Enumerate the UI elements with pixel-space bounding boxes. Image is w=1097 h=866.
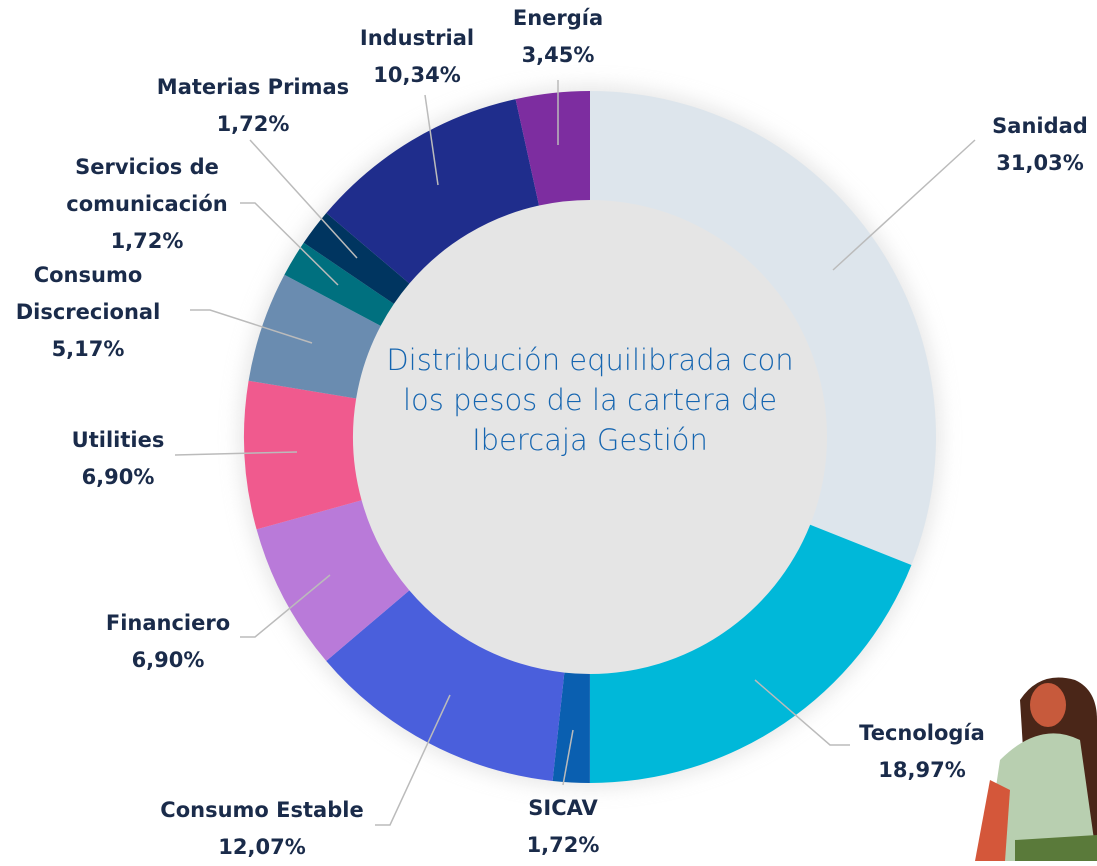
category-label: Sanidad (980, 108, 1097, 145)
category-label: Financiero (88, 605, 248, 642)
category-label: Industrial (347, 20, 487, 57)
value-label: 6,90% (88, 642, 248, 679)
category-label: SICAV (503, 790, 623, 827)
value-label: 10,34% (347, 57, 487, 94)
value-label: 18,97% (842, 752, 1002, 789)
value-label: 12,07% (132, 829, 392, 866)
category-label: Energía (498, 0, 618, 37)
category-label: Utilities (58, 422, 178, 459)
value-label: 6,90% (58, 459, 178, 496)
category-label: Consumo Estable (132, 792, 392, 829)
page: Distribución equilibrada con los pesos d… (0, 0, 1097, 861)
value-label: 1,72% (503, 827, 623, 864)
value-label: 3,45% (498, 37, 618, 74)
value-label: 1,72% (138, 106, 368, 143)
category-label: Consumo Discrecional (3, 257, 173, 331)
value-label: 31,03% (980, 145, 1097, 182)
category-label: Tecnología (842, 715, 1002, 752)
center-text: Distribución equilibrada con los pesos d… (385, 340, 795, 460)
category-label: Materias Primas (138, 69, 368, 106)
category-label: Servicios de comunicación (47, 149, 247, 223)
value-label: 5,17% (3, 331, 173, 368)
value-label: 1,72% (47, 223, 247, 260)
leader-line (833, 140, 975, 270)
